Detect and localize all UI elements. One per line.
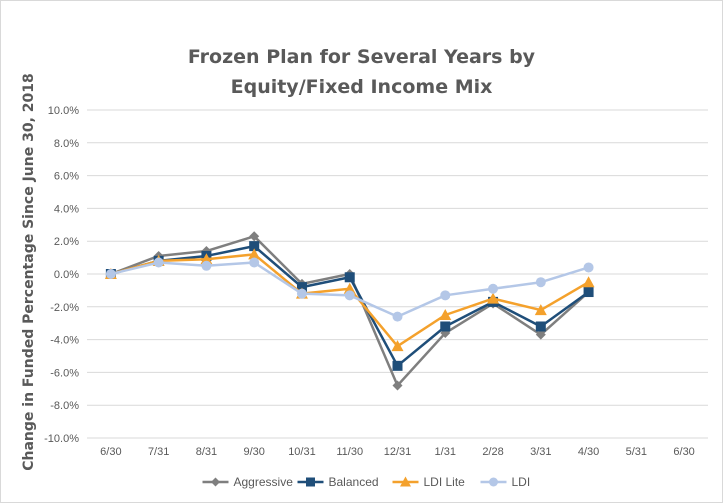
- gridlines: [87, 109, 708, 439]
- data-point: [440, 321, 451, 332]
- data-point: [344, 290, 355, 301]
- data-point: [489, 477, 498, 487]
- x-tick-labels: 6/30 7/31 8/31 9/30 10/31 11/30 12/31 1/31 2/28 3…: [100, 446, 695, 458]
- x-tick-label: 7/31: [148, 446, 169, 458]
- data-point: [583, 262, 594, 273]
- series-group: [104, 231, 595, 391]
- data-point: [248, 248, 261, 260]
- legend: Aggressive Balanced LDI Lite LDI: [202, 475, 531, 489]
- y-tick-label: -8.0%: [50, 400, 79, 412]
- data-point: [344, 272, 355, 283]
- chart-title-line-1: Frozen Plan for Several Years by: [187, 46, 536, 68]
- data-point: [535, 321, 546, 332]
- legend-label: LDI Lite: [424, 475, 466, 489]
- series-ldi: [105, 257, 594, 322]
- data-point: [535, 329, 546, 340]
- data-point: [400, 476, 411, 487]
- x-tick-label: 10/31: [288, 446, 316, 458]
- y-tick-label: -10.0%: [44, 433, 79, 445]
- chart-title: Frozen Plan for Several Years by Equity/…: [0, 42, 723, 102]
- x-tick-label: 5/31: [626, 446, 647, 458]
- x-tick-label: 4/30: [578, 446, 599, 458]
- y-tick-label: 4.0%: [54, 203, 79, 215]
- data-point: [201, 260, 212, 271]
- legend-item: LDI: [480, 475, 531, 489]
- data-point: [392, 360, 403, 371]
- series-aggressive: [105, 231, 594, 391]
- data-point: [343, 282, 356, 294]
- data-point: [583, 287, 594, 298]
- x-tick-label: 9/30: [243, 446, 264, 458]
- data-point: [487, 292, 500, 304]
- y-tick-label: 6.0%: [54, 171, 79, 183]
- legend-label: Balanced: [329, 475, 379, 489]
- data-point: [211, 477, 220, 487]
- data-point: [534, 304, 547, 316]
- data-point: [488, 283, 499, 294]
- data-point: [306, 477, 315, 487]
- legend-item: LDI Lite: [392, 475, 466, 489]
- data-point: [200, 253, 213, 265]
- data-point: [439, 309, 452, 320]
- legend-item: Balanced: [297, 475, 379, 489]
- x-tick-label: 6/30: [100, 446, 121, 458]
- data-point: [296, 288, 307, 299]
- y-tick-label: -6.0%: [50, 367, 79, 379]
- x-tick-label: 11/30: [336, 446, 363, 458]
- y-tick-label: 0.0%: [54, 269, 79, 281]
- legend-label: Aggressive: [234, 475, 294, 489]
- x-tick-label: 3/31: [530, 446, 551, 458]
- y-tick-label: 10.0%: [48, 105, 79, 117]
- y-tick-label: -2.0%: [50, 302, 79, 314]
- data-point: [391, 340, 404, 352]
- x-tick-label: 12/31: [384, 446, 412, 458]
- y-tick-labels: 10.0% 8.0% 6.0% 4.0% 2.0% 0.0% -2.0% -4.0% -6.0%…: [44, 105, 79, 445]
- legend-item: Aggressive: [202, 475, 294, 489]
- data-point: [249, 231, 260, 242]
- data-point: [392, 380, 403, 391]
- y-tick-label: -4.0%: [50, 335, 79, 347]
- data-point: [249, 241, 260, 252]
- y-tick-label: 8.0%: [54, 138, 79, 150]
- x-tick-label: 2/28: [482, 446, 503, 458]
- data-point: [249, 257, 260, 268]
- data-point: [296, 282, 307, 293]
- data-point: [153, 257, 164, 268]
- chart-title-line-2: Equity/Fixed Income Mix: [230, 76, 493, 98]
- data-point: [582, 276, 595, 288]
- data-point: [535, 277, 546, 288]
- data-point: [105, 269, 116, 279]
- x-tick-label: 8/31: [196, 446, 217, 458]
- legend-label: LDI: [512, 475, 531, 489]
- data-point: [392, 311, 403, 322]
- data-point: [440, 290, 451, 301]
- x-tick-label: 1/31: [435, 446, 456, 458]
- y-tick-label: 2.0%: [54, 236, 79, 248]
- x-tick-label: 6/30: [673, 446, 694, 458]
